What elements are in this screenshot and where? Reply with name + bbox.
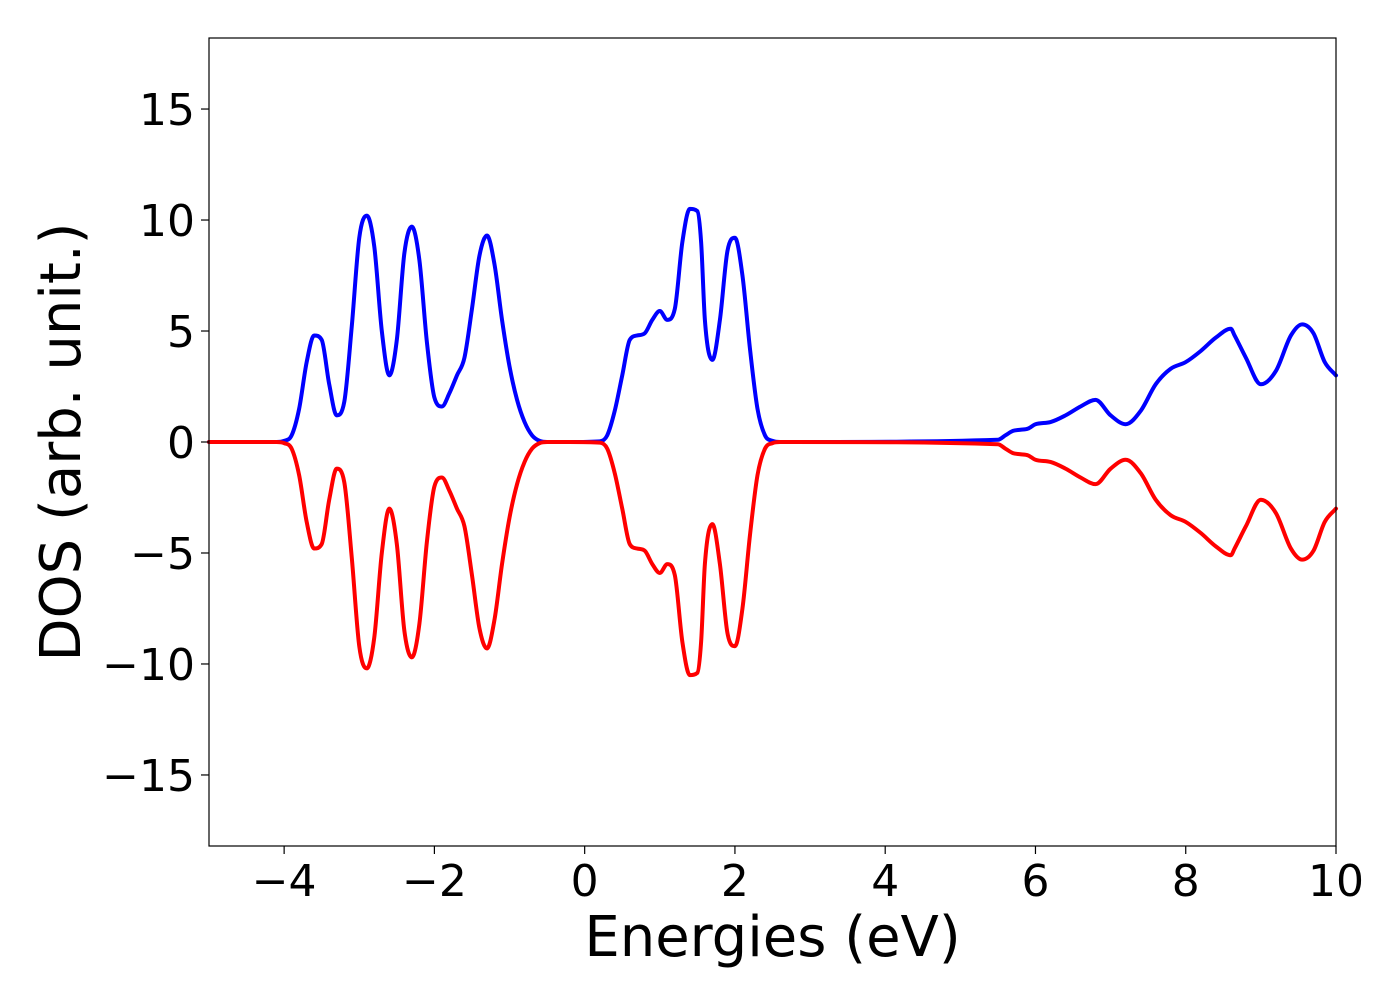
x-tick-label: 6 — [1021, 856, 1049, 907]
x-axis-ticks: −4 −2 0 2 4 6 8 10 — [252, 846, 1364, 907]
y-tick-label: −15 — [102, 751, 195, 802]
x-tick-label: 4 — [871, 856, 899, 907]
y-tick-label: 0 — [167, 418, 195, 469]
x-axis-label: Energies (eV) — [584, 905, 960, 970]
y-axis-ticks: −15 −10 −5 0 5 10 15 — [102, 85, 209, 802]
series-line-spin-down — [207, 439, 1338, 678]
y-tick-label: −10 — [102, 640, 195, 691]
x-tick-label: 0 — [571, 856, 599, 907]
y-axis-label: DOS (arb. unit.) — [29, 222, 94, 661]
series-line-spin-up — [207, 206, 1338, 445]
x-tick-label: 8 — [1172, 856, 1200, 907]
y-tick-label: −5 — [130, 529, 195, 580]
y-tick-label: 5 — [167, 307, 195, 358]
x-tick-label: 2 — [721, 856, 749, 907]
x-tick-label: 10 — [1308, 856, 1364, 907]
x-tick-label: −4 — [252, 856, 317, 907]
y-tick-label: 15 — [139, 85, 195, 136]
series-layer — [207, 206, 1338, 678]
y-tick-label: 10 — [139, 196, 195, 247]
x-tick-label: −2 — [402, 856, 467, 907]
